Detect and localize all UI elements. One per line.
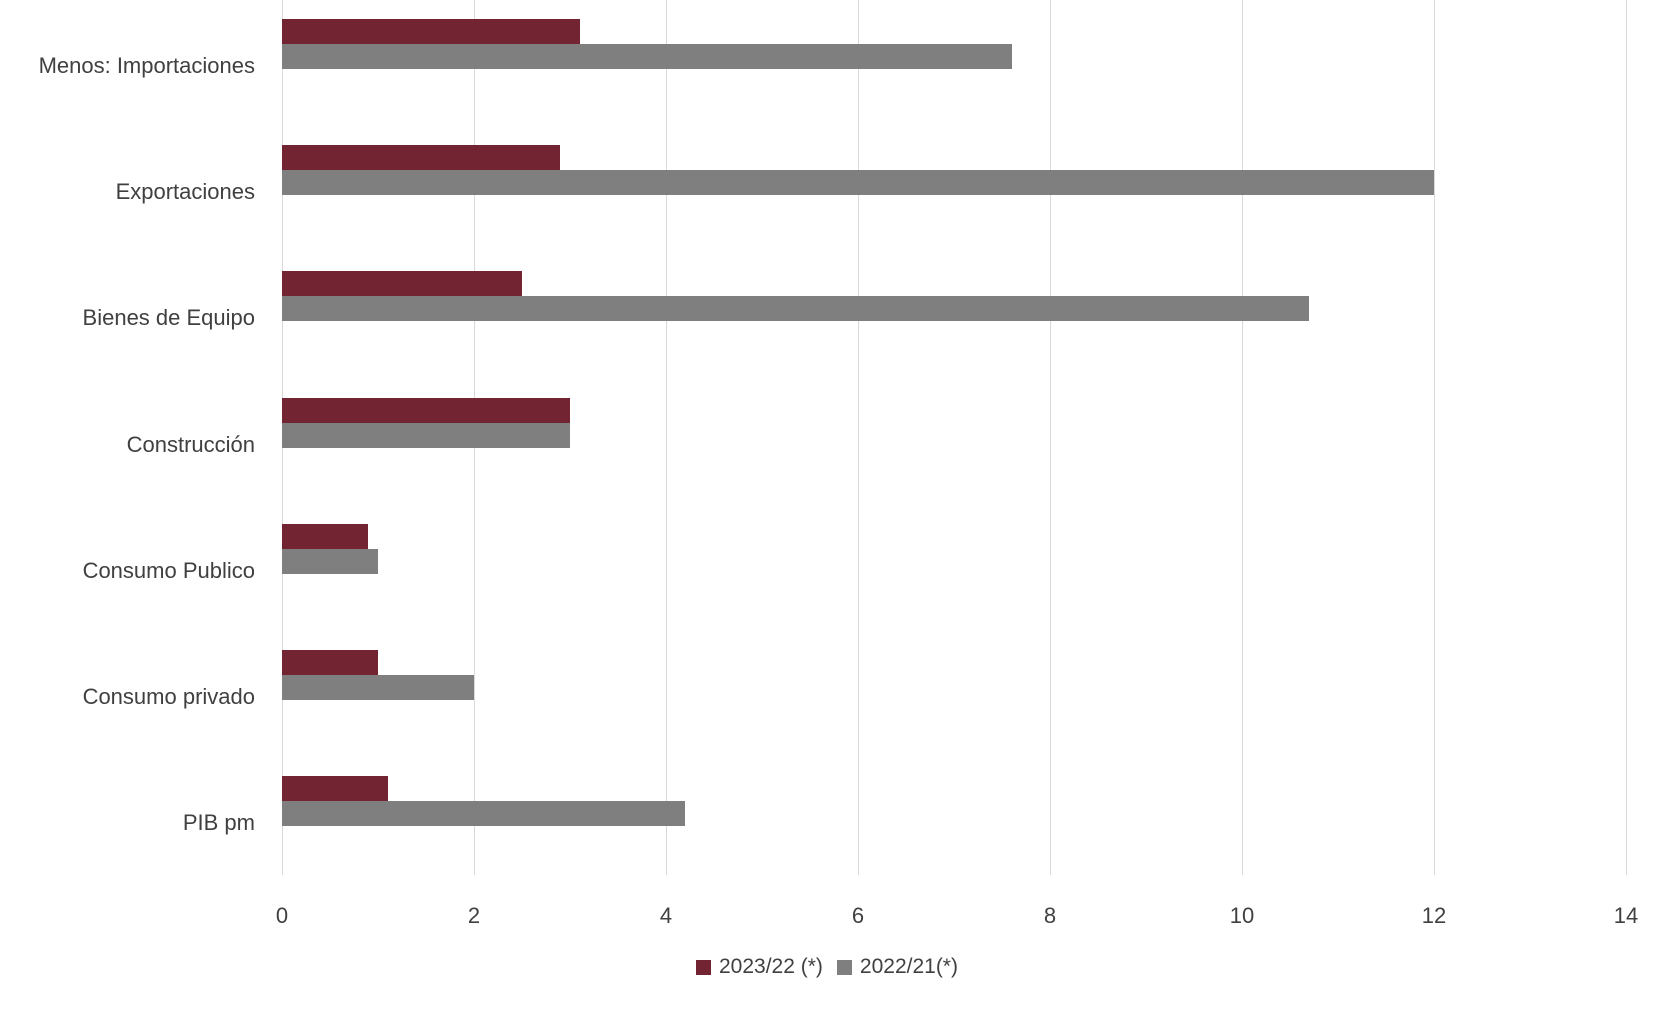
bar-2022-21-construcción	[282, 422, 570, 448]
x-axis-tick-label: 14	[1613, 903, 1639, 928]
x-axis-tick-label: 6	[851, 903, 865, 928]
bar-2022-21-bienes-de-equipo	[282, 296, 1310, 322]
bar-2023-22-bienes-de-equipo	[282, 271, 522, 297]
gridline-x-14	[1626, 0, 1627, 875]
bar-2023-22-pib-pm	[282, 776, 388, 802]
bar-2022-21-consumo-publico	[282, 548, 378, 574]
category-label: Consumo privado	[82, 684, 255, 709]
gridline-x-8	[1050, 0, 1051, 875]
bar-2022-21-menos-importaciones	[282, 44, 1012, 69]
bar-2022-21-consumo-privado	[282, 675, 474, 700]
category-label: Exportaciones	[115, 179, 255, 205]
bar-2022-21-pib-pm	[282, 801, 686, 827]
legend-label-2023-22: 2023/22 (*)	[719, 955, 823, 978]
legend-item-2023-22: 2023/22 (*)	[696, 955, 823, 979]
chart-legend: 2023/22 (*) 2022/21(*)	[0, 955, 1654, 979]
bar-2023-22-exportaciones	[282, 145, 561, 171]
x-axis-tick-label: 12	[1421, 903, 1447, 928]
legend-label-2022-21: 2022/21(*)	[859, 955, 958, 978]
bar-2022-21-exportaciones	[282, 170, 1434, 196]
category-label: PIB pm	[182, 810, 255, 836]
legend-item-2022-21: 2022/21(*)	[836, 955, 958, 979]
x-axis-tick-label: 0	[275, 903, 289, 928]
bar-2023-22-menos-importaciones	[282, 19, 580, 44]
bar-2023-22-consumo-publico	[282, 523, 369, 549]
gridline-x-6	[858, 0, 859, 875]
x-axis-tick-label: 8	[1043, 903, 1057, 928]
x-axis-tick-label: 2	[467, 903, 481, 928]
x-axis-tick-label: 10	[1229, 903, 1255, 928]
category-label: Menos: Importaciones	[38, 53, 255, 78]
category-label: Consumo Publico	[82, 557, 255, 583]
legend-swatch-gray-icon	[836, 959, 852, 975]
gridline-x-12	[1434, 0, 1435, 875]
gridline-x-4	[666, 0, 667, 875]
legend-swatch-red-icon	[696, 959, 711, 975]
category-label: Bienes de Equipo	[82, 305, 255, 331]
category-label: Construcción	[126, 431, 255, 457]
bar-2023-22-consumo-privado	[282, 650, 378, 675]
bar-2023-22-construcción	[282, 397, 570, 423]
gridline-x-10	[1242, 0, 1243, 875]
x-axis-tick-label: 4	[659, 903, 673, 928]
